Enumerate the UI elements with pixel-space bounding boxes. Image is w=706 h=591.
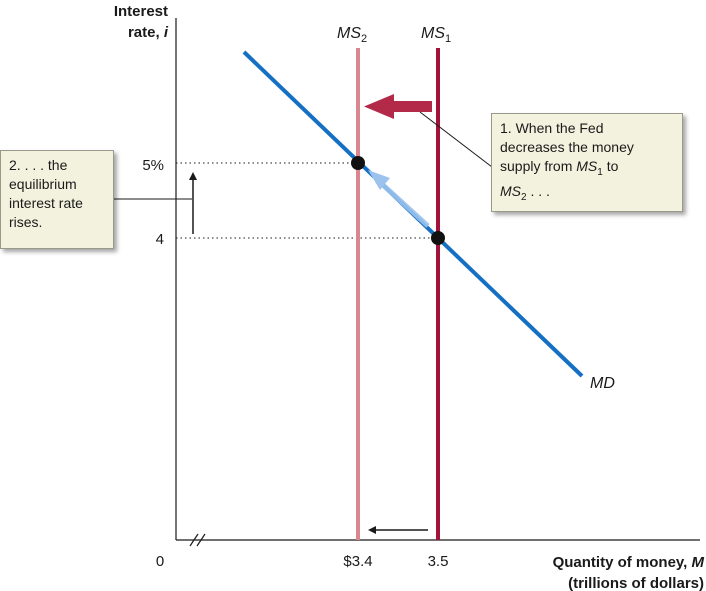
- ms2-label: MS2: [337, 25, 367, 45]
- callout-fed-decreases-supply: 1. When the Fed decreases the money supp…: [491, 113, 683, 212]
- callout-fed-line2: decreases the money: [500, 139, 634, 155]
- movement-arrow: [368, 170, 430, 228]
- callout-rate-line1: 2. . . . the: [9, 157, 68, 173]
- y-tick-5: 5%: [142, 157, 164, 174]
- shift-arrow: [364, 94, 432, 119]
- x-axis-title-line2: (trillions of dollars): [568, 575, 704, 591]
- callout-rate-line4: rises.: [9, 214, 43, 230]
- md-label: MD: [590, 375, 615, 392]
- x-axis-title-line1: Quantity of money, M: [553, 554, 705, 571]
- y-tick-4: 4: [156, 231, 164, 248]
- equilibrium-point-new: [351, 156, 365, 170]
- callout-fed-line1: 1. When the Fed: [500, 120, 604, 136]
- equilibrium-point-old: [431, 231, 445, 245]
- x-tick-3-4: $3.4: [343, 553, 372, 570]
- callout-fed-line4: MS2 . . .: [500, 182, 550, 203]
- callout-fed-line3: supply from MS1 to: [500, 158, 619, 178]
- axis-break-icon: [189, 533, 206, 547]
- x-tick-3-5: 3.5: [428, 553, 449, 570]
- origin-label: 0: [156, 553, 164, 570]
- y-axis-title-line2: rate, i: [128, 24, 169, 41]
- y-axis-title-line1: Interest: [114, 3, 168, 20]
- ms1-label: MS1: [421, 25, 451, 45]
- callout-rate-line3: interest rate: [9, 195, 83, 211]
- callout-interest-rate-rises: 2. . . . the equilibrium interest rate r…: [0, 150, 114, 249]
- callout-fed-leader: [419, 111, 493, 168]
- callout-rate-line2: equilibrium: [9, 176, 77, 192]
